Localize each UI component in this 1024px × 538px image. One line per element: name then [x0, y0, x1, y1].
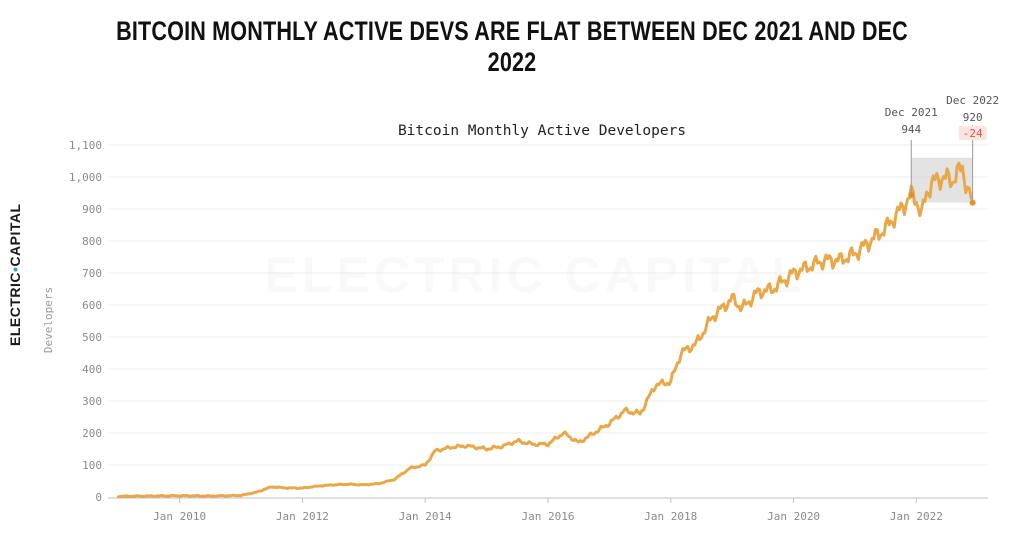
x-axis-ticks: Jan 2010 Jan 2012 Jan 2014 Jan 2016 Jan 2018… [153, 498, 943, 523]
y-tick-label: 600 [82, 299, 102, 312]
y-tick-label: 1,000 [69, 171, 102, 184]
annotation-date-label: Dec 2022 [946, 94, 999, 107]
y-tick-label: 1,100 [69, 139, 102, 152]
annotation-point [908, 191, 915, 198]
x-tick-label: Jan 2018 [644, 510, 697, 523]
series-line [116, 161, 975, 499]
y-tick-label: 200 [82, 427, 102, 440]
annotation-value-label: 944 [901, 123, 921, 136]
y-tick-label: 0 [95, 491, 102, 504]
watermark: ELECTRIC CAPITAL [265, 247, 806, 303]
y-tick-label: 700 [82, 267, 102, 280]
electric-capital-logo: ELECTRIC•CAPITAL [7, 204, 23, 346]
grid-lines [108, 144, 988, 466]
x-tick-label: Jan 2022 [890, 510, 943, 523]
y-tick-label: 300 [82, 395, 102, 408]
x-tick-label: Jan 2016 [522, 510, 575, 523]
y-tick-label: 500 [82, 331, 102, 344]
x-tick-label: Jan 2014 [399, 510, 452, 523]
svg-text:ELECTRIC•CAPITAL: ELECTRIC•CAPITAL [7, 204, 23, 346]
annotation-2021-12: Dec 2021 944 [885, 106, 938, 198]
headline: BITCOIN MONTHLY ACTIVE DEVS ARE FLAT BET… [116, 16, 908, 77]
y-tick-label: 900 [82, 203, 102, 216]
x-tick-label: Jan 2010 [153, 510, 206, 523]
chart-title: Bitcoin Monthly Active Developers [398, 123, 686, 139]
y-tick-label: 400 [82, 363, 102, 376]
annotation-delta-label: -24 [963, 127, 983, 140]
annotation-point [969, 199, 976, 206]
annotation-date-label: Dec 2021 [885, 106, 938, 119]
annotation-2022-12: Dec 2022 920 -24 [946, 94, 999, 206]
x-tick-label: Jan 2012 [276, 510, 329, 523]
y-tick-label: 100 [82, 459, 102, 472]
annotation-value-label: 920 [963, 111, 983, 124]
y-axis-ticks: 0 100 200 300 400 500 600 700 800 900 1,000 1,100 [69, 139, 102, 504]
delta-badge [958, 126, 987, 140]
y-axis-label: Developers [42, 287, 55, 353]
annotations: Dec 2021 944 Dec 2022 920 -24 [885, 94, 999, 206]
x-tick-label: Jan 2020 [767, 510, 820, 523]
y-tick-label: 800 [82, 235, 102, 248]
